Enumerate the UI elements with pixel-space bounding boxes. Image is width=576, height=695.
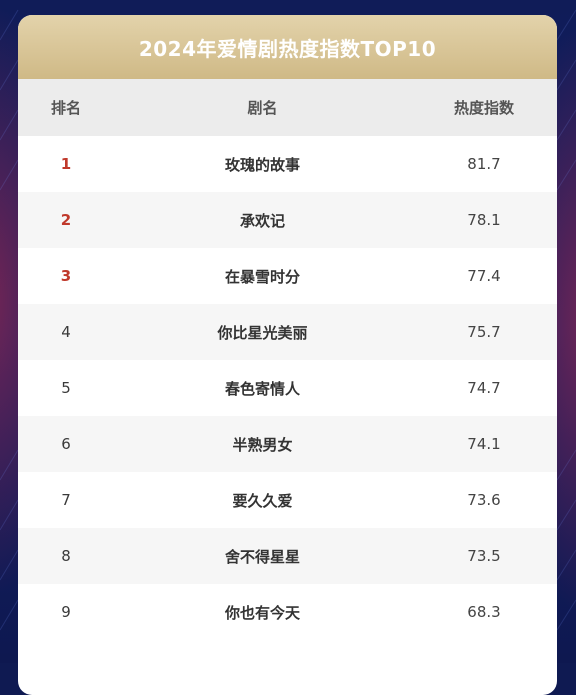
table-row: 1 玫瑰的故事 81.7: [18, 136, 557, 192]
heat-index-cell: 75.7: [467, 323, 501, 341]
heat-index-cell: 78.1: [467, 211, 501, 229]
table-row: 5 春色寄情人 74.7: [18, 360, 557, 416]
table-row: 7 要久久爱 73.6: [18, 472, 557, 528]
drama-name-cell: 要久久爱: [232, 491, 293, 510]
heat-index-cell: 68.3: [467, 603, 501, 621]
drama-name-cell: 你比星光美丽: [217, 323, 308, 342]
chart-title: 2024年爱情剧热度指数TOP10: [138, 36, 437, 61]
heat-index-cell: 81.7: [467, 155, 501, 173]
heat-index-cell: 73.5: [467, 547, 501, 565]
drama-name-cell: 玫瑰的故事: [224, 155, 300, 174]
heat-index-cell: 74.7: [467, 379, 501, 397]
heat-index-cell: 74.1: [467, 435, 501, 453]
heat-index-cell: 73.6: [467, 491, 501, 509]
rank-cell: 9: [61, 603, 71, 621]
rank-cell: 7: [61, 491, 71, 509]
drama-name-cell: 半熟男女: [232, 435, 293, 454]
table-header: 排名 剧名 热度指数: [18, 79, 557, 136]
heat-index-cell: 77.4: [467, 267, 501, 285]
drama-name-cell: 在暴雪时分: [224, 267, 300, 286]
rank-cell: 5: [61, 379, 71, 397]
rank-cell: 2: [60, 211, 72, 229]
table-row: 4 你比星光美丽 75.7: [18, 304, 557, 360]
rank-cell: 6: [61, 435, 71, 453]
drama-name-cell: 你也有今天: [224, 603, 300, 622]
drama-name-cell: 舍不得星星: [224, 547, 300, 566]
rank-cell: 4: [61, 323, 71, 341]
table-row: 3 在暴雪时分 77.4: [18, 248, 557, 304]
table-body: 1 玫瑰的故事 81.7 2 承欢记 78.1 3 在暴雪时分 77.4 4 你比星光美丽 75.7 5…: [18, 136, 557, 640]
rank-cell: 3: [60, 267, 72, 285]
table-row: 2 承欢记 78.1: [18, 192, 557, 248]
rank-cell: 8: [61, 547, 71, 565]
table-row: 6 半熟男女 74.1: [18, 416, 557, 472]
drama-name-cell: 承欢记: [239, 211, 285, 230]
table-row: 8 舍不得星星 73.5: [18, 528, 557, 584]
column-header-rank: 排名: [50, 99, 81, 117]
title-bar: 2024年爱情剧热度指数TOP10: [18, 15, 557, 79]
table-row: 9 你也有今天 68.3: [18, 584, 557, 640]
ranking-card: 2024年爱情剧热度指数TOP10 排名 剧名 热度指数 1 玫瑰的故事 81.7 2…: [18, 15, 557, 695]
rank-cell: 1: [60, 155, 72, 173]
drama-name-cell: 春色寄情人: [224, 379, 300, 398]
background-decoration: [0, 9, 576, 631]
column-header-score: 热度指数: [453, 99, 514, 117]
column-header-name: 剧名: [247, 99, 278, 117]
